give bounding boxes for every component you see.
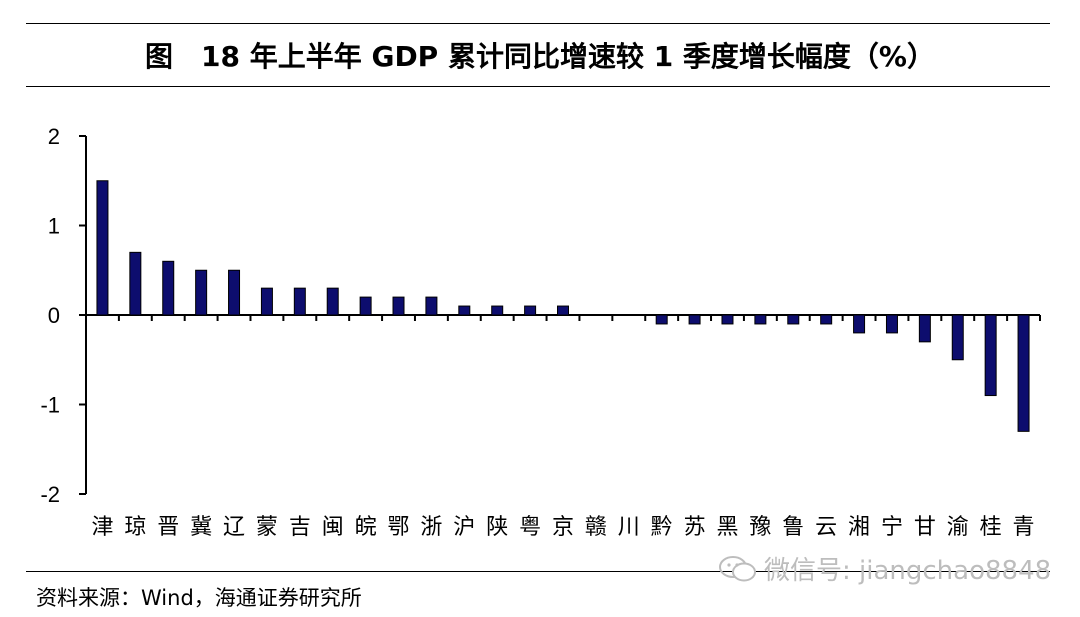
bar [491, 305, 504, 316]
x-category-label: 皖 [355, 515, 377, 540]
x-category-label: 辽 [223, 515, 245, 540]
bar [260, 287, 273, 316]
bar [228, 269, 241, 316]
x-category-label: 沪 [453, 515, 475, 540]
x-category-label: 渝 [947, 515, 969, 540]
x-category-label: 甘 [914, 515, 936, 540]
bar [293, 287, 306, 316]
x-category-label: 豫 [749, 515, 771, 540]
x-category-label: 闽 [322, 515, 344, 540]
top-rule [26, 23, 1050, 24]
y-tick-label: -2 [40, 482, 60, 507]
bar [820, 314, 833, 325]
title-bottom-rule [26, 86, 1050, 87]
y-tick-label: 0 [48, 303, 60, 328]
x-category-label: 湘 [848, 515, 870, 540]
bar [458, 305, 471, 316]
x-category-label: 琼 [124, 515, 146, 540]
x-category-label: 赣 [585, 515, 607, 540]
bar [129, 251, 142, 316]
x-category-label: 鄂 [388, 515, 410, 540]
bar [984, 314, 997, 397]
bar [1017, 314, 1030, 432]
bar [524, 305, 537, 316]
x-category-label: 京 [552, 515, 574, 540]
footer-rule [26, 571, 1050, 572]
x-category-label: 青 [1013, 515, 1035, 540]
y-tick-label: 2 [48, 124, 60, 149]
wechat-icon [719, 555, 756, 581]
bar [96, 180, 109, 316]
source-note: 资料来源：Wind，海通证券研究所 [36, 586, 362, 610]
x-category-label: 鲁 [782, 515, 804, 540]
bar-chart: 2 1 0 -1 -2 津琼晋冀辽蒙吉闽皖鄂浙沪陕粤京赣川黔苏黑豫鲁云湘宁甘渝桂青 [40, 124, 1041, 540]
bar [359, 296, 372, 316]
x-category-label: 浙 [420, 515, 442, 540]
bar [326, 287, 339, 316]
x-category-label: 苏 [684, 515, 706, 540]
bar [885, 314, 898, 334]
bar [787, 314, 800, 325]
watermark: 微信号: jiangchao8848 [718, 550, 1051, 587]
bar [425, 296, 438, 316]
x-category-label: 川 [618, 515, 640, 540]
x-category-label: 云 [815, 515, 837, 540]
chart-title: 图 18 年上半年 GDP 累计同比增速较 1 季度增长幅度（%） [145, 40, 935, 73]
bar [918, 314, 931, 343]
y-tick-label: 1 [48, 214, 60, 239]
bar [392, 296, 405, 316]
x-category-label: 黑 [716, 515, 738, 540]
x-category-label: 津 [91, 515, 113, 540]
bar [721, 314, 734, 325]
y-tick-label: -1 [40, 393, 60, 418]
x-category-label: 蒙 [256, 515, 278, 540]
bar [754, 314, 767, 325]
bar [655, 314, 668, 325]
x-category-label: 宁 [881, 515, 903, 540]
x-category-label: 桂 [980, 515, 1002, 540]
x-category-label: 陕 [486, 515, 508, 540]
x-category-label: 粤 [519, 515, 541, 540]
bar [195, 269, 208, 316]
x-category-label: 吉 [289, 515, 311, 540]
bar [162, 260, 175, 316]
x-category-label: 黔 [651, 515, 673, 540]
watermark-text: 微信号: jiangchao8848 [764, 556, 1052, 586]
bar [688, 314, 701, 325]
bar [853, 314, 866, 334]
x-category-label: 冀 [190, 515, 212, 540]
bar [951, 314, 964, 361]
bar [557, 305, 569, 316]
x-category-label: 晋 [157, 515, 179, 540]
